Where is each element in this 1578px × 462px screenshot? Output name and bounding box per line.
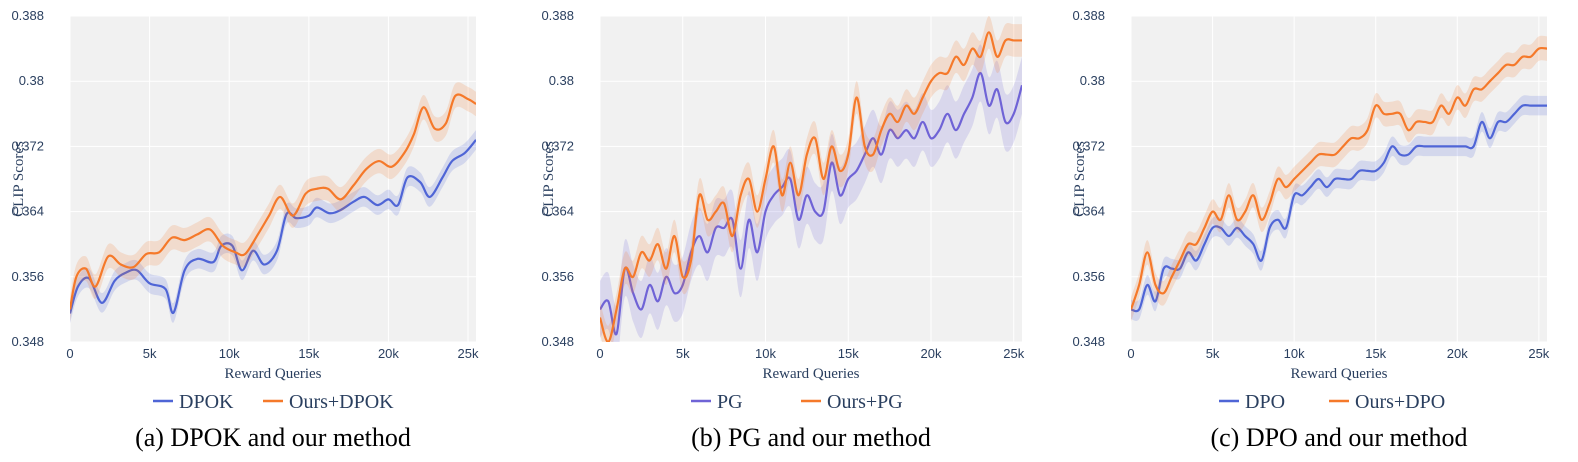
x-tick-label: 25k bbox=[458, 346, 479, 361]
y-tick-label: 0.364 bbox=[1072, 204, 1105, 219]
x-axis-title: Reward Queries bbox=[1290, 366, 1387, 382]
y-tick-label: 0.348 bbox=[541, 334, 574, 349]
series-band-ours-pg bbox=[600, 16, 1022, 342]
x-tick-label: 25k bbox=[1528, 346, 1549, 361]
legend-label: Ours+DPO bbox=[1355, 391, 1445, 413]
x-tick-label: 20k bbox=[1447, 346, 1468, 361]
chart-panel-3: 0.348 0.356 0.364 0.372 0.38 0.388 0 5k 10k 15k 20… bbox=[1072, 8, 1550, 452]
plot-area bbox=[600, 16, 1022, 342]
legend: DPO Ours+DPO bbox=[1219, 391, 1445, 413]
y-tick-label: 0.364 bbox=[11, 204, 44, 219]
y-tick-label: 0.38 bbox=[549, 73, 574, 88]
y-tick-label: 0.356 bbox=[11, 269, 44, 284]
series-line-pg bbox=[600, 71, 1022, 336]
x-tick-label: 15k bbox=[838, 346, 859, 361]
y-tick-label: 0.356 bbox=[541, 269, 574, 284]
legend-label: DPO bbox=[1245, 391, 1285, 413]
x-tick-label: 0 bbox=[66, 346, 73, 361]
y-tick-label: 0.38 bbox=[19, 73, 44, 88]
series-line-ours-dpok bbox=[70, 93, 476, 310]
y-tick-label: 0.372 bbox=[11, 138, 44, 153]
y-tick-label: 0.364 bbox=[541, 204, 574, 219]
x-tick-label: 10k bbox=[219, 346, 240, 361]
chart-panel-1: 0.348 0.356 0.364 0.372 0.38 0.388 0 5k 10k 15k 20… bbox=[11, 8, 479, 452]
legend-label: Ours+PG bbox=[827, 391, 903, 413]
series-band-pg bbox=[600, 44, 1022, 342]
y-tick-label: 0.372 bbox=[1072, 138, 1105, 153]
y-tick-label: 0.348 bbox=[1072, 334, 1105, 349]
x-tick-label: 20k bbox=[920, 346, 941, 361]
x-tick-label: 5k bbox=[1206, 346, 1220, 361]
y-axis-title: CLIP Scores bbox=[1072, 141, 1088, 217]
legend-label: PG bbox=[717, 391, 743, 413]
x-tick-label: 0 bbox=[1127, 346, 1134, 361]
y-axis-title: CLIP Scores bbox=[541, 141, 557, 217]
y-tick-label: 0.388 bbox=[1072, 8, 1105, 23]
panel-caption: (b) PG and our method bbox=[691, 423, 931, 452]
y-tick-label: 0.348 bbox=[11, 334, 44, 349]
x-axis-title: Reward Queries bbox=[224, 366, 321, 382]
plot-area bbox=[70, 82, 476, 324]
plot-background bbox=[70, 16, 476, 342]
x-tick-label: 10k bbox=[755, 346, 776, 361]
x-tick-label: 25k bbox=[1003, 346, 1024, 361]
x-tick-label: 15k bbox=[1365, 346, 1386, 361]
panel-caption: (a) DPOK and our method bbox=[135, 423, 411, 452]
x-axis-title: Reward Queries bbox=[762, 366, 859, 382]
legend-label: Ours+DPOK bbox=[289, 391, 394, 413]
panel-caption: (c) DPO and our method bbox=[1210, 423, 1467, 452]
legend: DPOK Ours+DPOK bbox=[153, 391, 394, 413]
series-band-ours-dpok bbox=[70, 82, 476, 322]
series-band-dpo bbox=[1131, 95, 1547, 321]
series-line-ours-dpo bbox=[1131, 46, 1547, 310]
plot-area bbox=[1131, 35, 1547, 322]
x-tick-label: 15k bbox=[298, 346, 319, 361]
y-tick-label: 0.372 bbox=[541, 138, 574, 153]
y-axis-title: CLIP Scores bbox=[11, 141, 27, 217]
x-tick-label: 5k bbox=[143, 346, 157, 361]
y-tick-label: 0.356 bbox=[1072, 269, 1105, 284]
chart-panel-2: 0.348 0.356 0.364 0.372 0.38 0.388 0 5k 10k 15k 20… bbox=[541, 8, 1025, 452]
x-tick-label: 5k bbox=[676, 346, 690, 361]
plot-background bbox=[600, 16, 1022, 342]
series-line-ours-pg bbox=[600, 31, 1022, 342]
y-tick-label: 0.38 bbox=[1080, 73, 1105, 88]
x-tick-label: 10k bbox=[1284, 346, 1305, 361]
y-tick-label: 0.388 bbox=[11, 8, 44, 23]
legend: PG Ours+PG bbox=[691, 391, 903, 413]
y-tick-label: 0.388 bbox=[541, 8, 574, 23]
x-tick-label: 0 bbox=[596, 346, 603, 361]
series-line-dpok bbox=[70, 139, 476, 314]
x-tick-label: 20k bbox=[378, 346, 399, 361]
legend-label: DPOK bbox=[179, 391, 234, 413]
series-line-dpo bbox=[1131, 103, 1547, 313]
